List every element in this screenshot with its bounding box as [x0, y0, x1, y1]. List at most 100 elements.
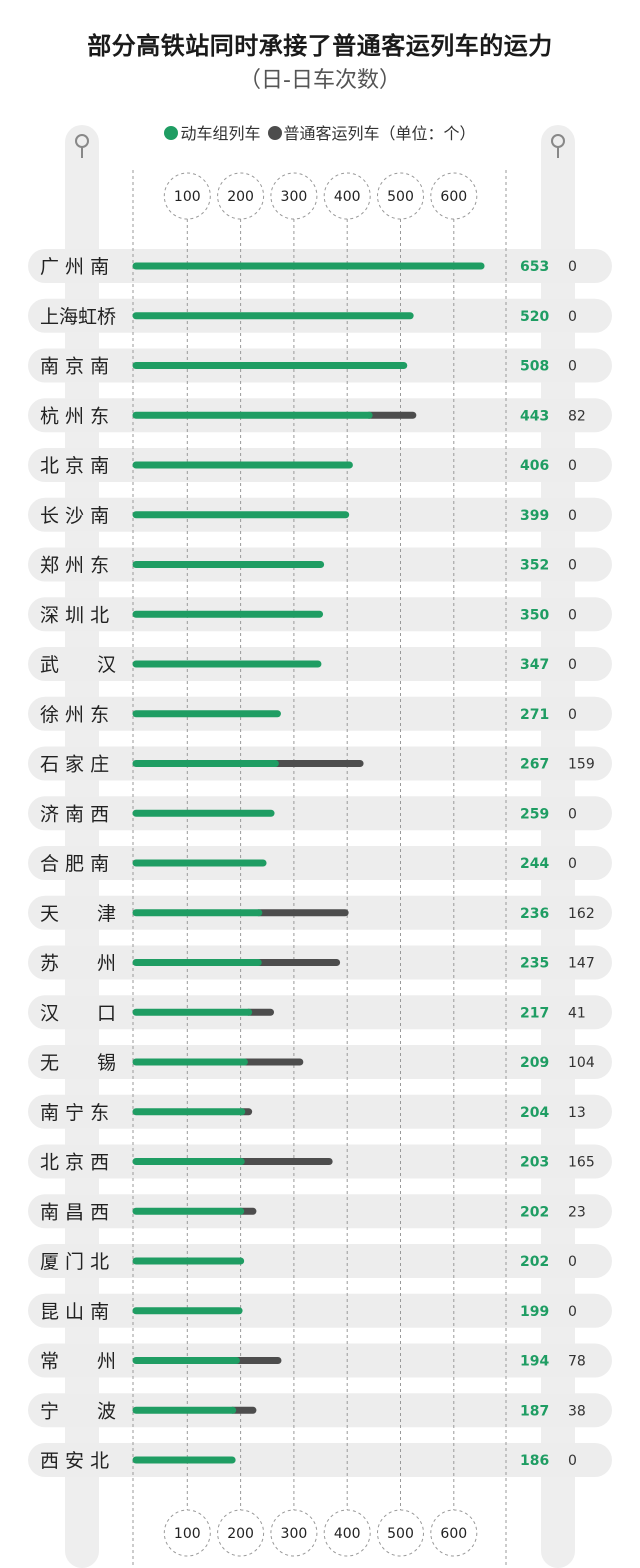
category-label: 合 肥 南: [40, 853, 109, 875]
value-label-emu: 350: [520, 607, 549, 623]
category-label: 无 锡: [40, 1052, 116, 1074]
chart-title: 部分高铁站同时承接了普通客运列车的运力: [87, 32, 553, 60]
legend-label-normal: 普通客运列车（单位：个）: [283, 124, 476, 143]
value-label-emu: 653: [520, 259, 549, 275]
value-label-emu: 194: [520, 1354, 549, 1370]
tick-label-bottom: 400: [334, 1526, 361, 1542]
value-label-normal: 0: [568, 359, 577, 375]
value-label-normal: 159: [568, 757, 595, 773]
value-label-normal: 104: [568, 1055, 595, 1071]
category-label: 北 京 南: [40, 455, 109, 477]
tick-circle-bottom: [323, 1509, 371, 1557]
value-label-emu: 520: [520, 309, 549, 325]
row-bg: [28, 1343, 612, 1378]
row-bg: [28, 796, 612, 831]
tick-circle-top: [217, 172, 265, 220]
value-label-emu: 199: [520, 1304, 549, 1320]
category-label: 深 圳 北: [40, 604, 109, 626]
tick-label-top: 100: [174, 189, 201, 205]
category-label: 长 沙 南: [40, 505, 109, 527]
category-label: 天 津: [40, 903, 116, 925]
category-label: 杭 州 东: [40, 405, 109, 427]
value-label-normal: 0: [568, 707, 577, 723]
value-label-normal: 78: [568, 1354, 586, 1370]
tick-label-bottom: 600: [440, 1526, 467, 1542]
category-label: 西 安 北: [40, 1450, 109, 1472]
category-label: 济 南 西: [40, 803, 109, 825]
value-label-emu: 508: [520, 359, 549, 375]
tick-circle-top: [163, 172, 211, 220]
value-label-normal: 0: [568, 657, 577, 673]
row-bg: [28, 995, 612, 1030]
value-label-emu: 186: [520, 1453, 549, 1469]
category-label: 苏 州: [40, 953, 116, 975]
value-label-normal: 165: [568, 1155, 595, 1171]
category-label: 北 京 西: [40, 1152, 109, 1174]
category-label: 南 宁 东: [40, 1102, 109, 1124]
tick-circle-bottom: [430, 1509, 478, 1557]
value-label-emu: 352: [520, 558, 549, 574]
tick-label-bottom: 100: [174, 1526, 201, 1542]
row-bg: [28, 1094, 612, 1129]
value-label-emu: 271: [520, 707, 549, 723]
tick-label-top: 300: [281, 189, 308, 205]
value-label-normal: 147: [568, 956, 595, 972]
row-bg: [28, 1244, 612, 1278]
value-label-emu: 399: [520, 508, 549, 524]
value-label-normal: 162: [568, 906, 595, 922]
tick-circle-top: [323, 172, 371, 220]
legend-swatch-emu: [164, 126, 179, 140]
value-label-normal: 38: [568, 1403, 586, 1419]
tick-label-top: 600: [440, 189, 467, 205]
value-label-normal: 0: [568, 1304, 577, 1320]
row-bg: [28, 1045, 612, 1079]
value-label-emu: 202: [520, 1204, 549, 1220]
tick-label-top: 400: [334, 189, 361, 205]
value-label-emu: 406: [520, 458, 549, 474]
value-label-normal: 13: [568, 1105, 586, 1121]
category-label: 宁 波: [40, 1400, 116, 1422]
category-label: 上海虹桥: [40, 306, 116, 328]
category-label: 常 州: [40, 1351, 116, 1373]
category-label: 石 家 庄: [40, 754, 109, 776]
legend-label-emu: 动车组列车: [180, 124, 261, 143]
value-label-emu: 347: [520, 657, 549, 673]
value-label-normal: 82: [568, 408, 586, 424]
value-label-emu: 259: [520, 806, 549, 822]
tick-circle-bottom: [163, 1509, 211, 1557]
legend-swatch-normal: [267, 126, 282, 140]
tick-label-top: 200: [227, 189, 254, 205]
category-label: 南 昌 西: [40, 1201, 109, 1223]
value-label-emu: 209: [520, 1055, 549, 1071]
tick-circle-top: [430, 172, 478, 220]
value-label-normal: 0: [568, 1453, 577, 1469]
row-bg: [28, 1393, 612, 1428]
category-label: 汉 口: [40, 1002, 116, 1024]
value-label-normal: 0: [568, 607, 577, 623]
tick-circle-bottom: [377, 1509, 424, 1557]
row-bg: [28, 696, 612, 731]
category-label: 郑 州 东: [40, 555, 109, 577]
tick-label-bottom: 300: [281, 1526, 308, 1542]
category-label: 南 京 南: [40, 356, 109, 378]
value-label-normal: 41: [568, 1005, 586, 1021]
value-label-emu: 202: [520, 1254, 549, 1270]
value-label-normal: 23: [568, 1204, 586, 1220]
value-label-normal: 0: [568, 458, 577, 474]
value-label-emu: 187: [520, 1403, 549, 1419]
row-bg: [28, 1194, 612, 1229]
value-label-normal: 0: [568, 558, 577, 574]
value-label-normal: 0: [568, 508, 577, 524]
tick-label-top: 500: [387, 189, 414, 205]
value-label-normal: 0: [568, 1254, 577, 1270]
value-label-normal: 0: [568, 806, 577, 822]
category-label: 昆 山 南: [40, 1301, 109, 1323]
tick-circle-bottom: [270, 1509, 318, 1557]
value-label-emu: 236: [520, 906, 549, 922]
value-label-emu: 244: [520, 856, 549, 872]
row-bg: [28, 846, 612, 880]
tick-circle-bottom: [217, 1509, 265, 1557]
category-label: 武 汉: [40, 654, 116, 676]
value-label-emu: 203: [520, 1155, 549, 1171]
